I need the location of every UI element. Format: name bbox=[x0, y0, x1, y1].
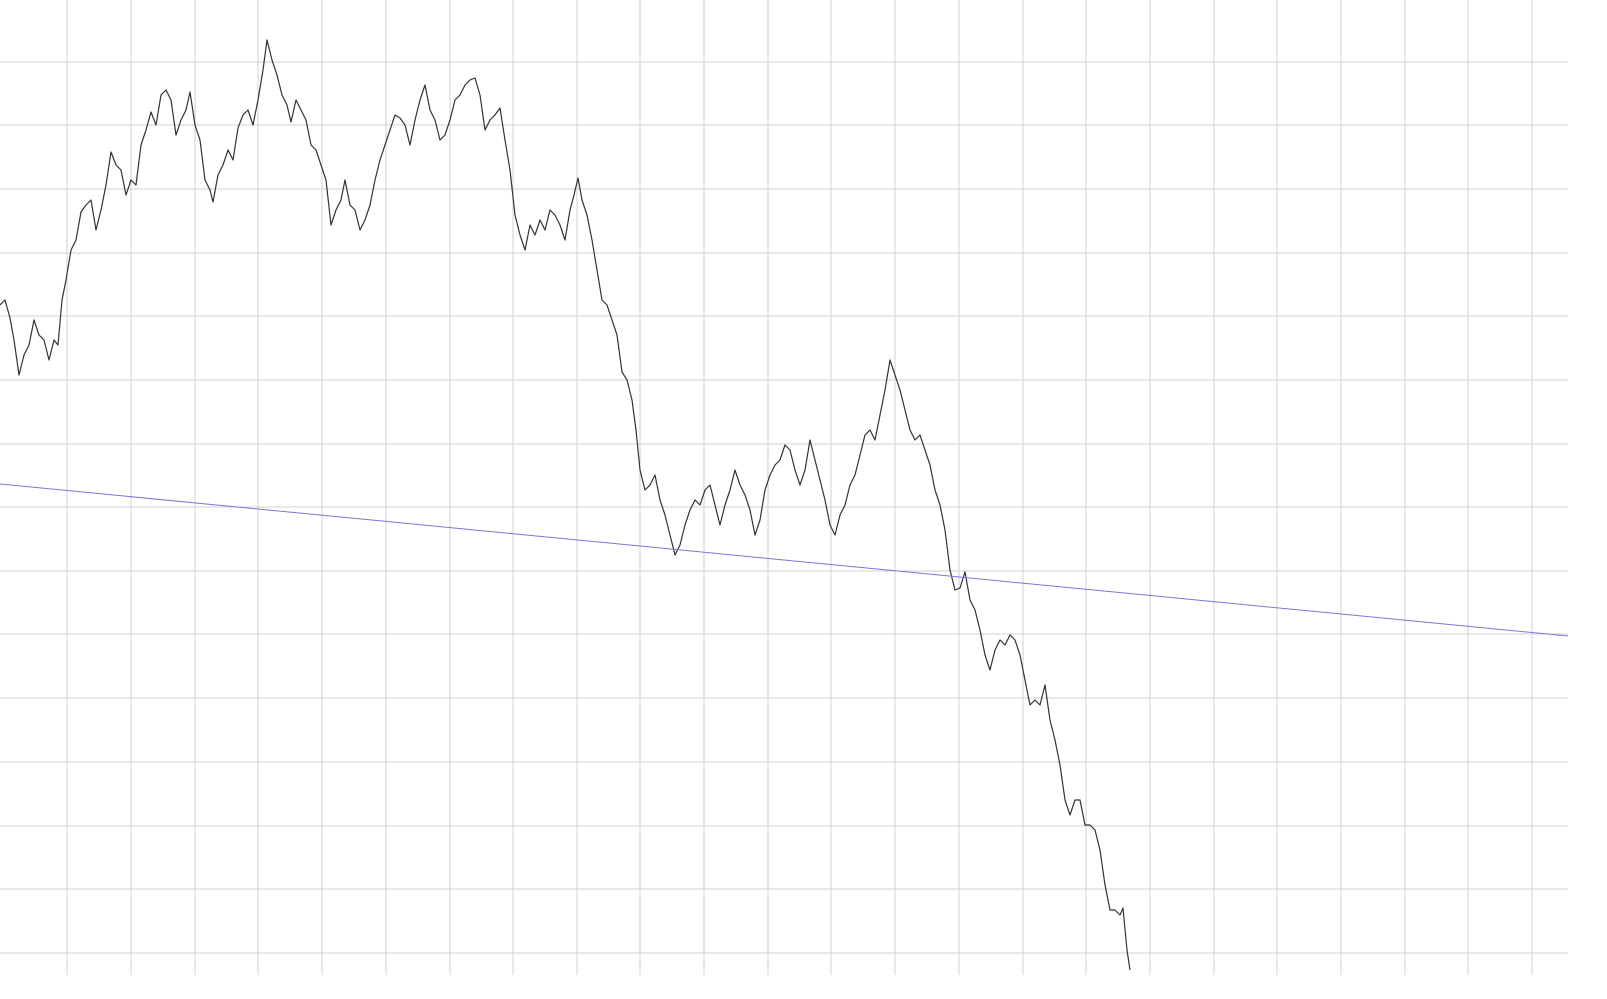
trend-line bbox=[0, 483, 1569, 637]
price-line bbox=[0, 39, 1131, 971]
